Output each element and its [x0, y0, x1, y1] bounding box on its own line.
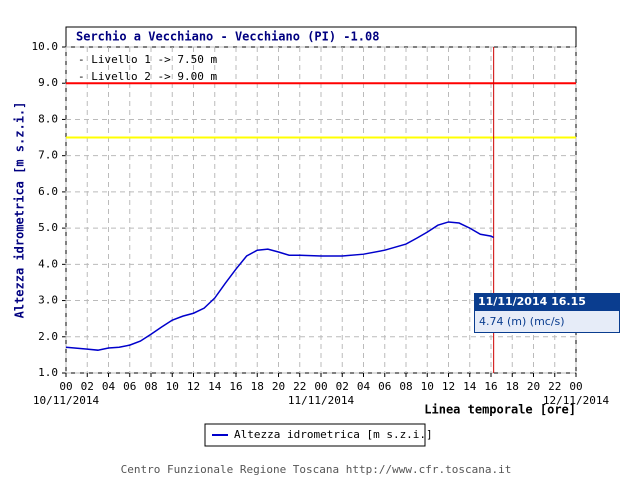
x-tick-label: 00 [59, 380, 72, 393]
y-tick-label: 7.0 [38, 149, 58, 162]
date-label: 10/11/2014 [33, 394, 100, 407]
x-tick-label: 00 [569, 380, 582, 393]
x-tick-label: 04 [102, 380, 116, 393]
x-tick-label: 14 [463, 380, 477, 393]
x-tick-label: 08 [144, 380, 157, 393]
x-tick-label: 14 [208, 380, 222, 393]
date-label: 12/11/2014 [543, 394, 610, 407]
x-tick-label: 20 [527, 380, 540, 393]
x-tick-label: 22 [293, 380, 306, 393]
y-tick-label: 4.0 [38, 257, 58, 270]
x-tick-label: 18 [251, 380, 264, 393]
x-tick-label: 16 [484, 380, 497, 393]
x-tick-label: 06 [378, 380, 391, 393]
y-tick-label: 6.0 [38, 185, 58, 198]
y-tick-label: 9.0 [38, 76, 58, 89]
x-tick-label: 10 [166, 380, 179, 393]
y-tick-label: 1.0 [38, 366, 58, 379]
legend-label: Altezza idrometrica [m s.z.i.] [234, 428, 433, 441]
y-tick-label: 3.0 [38, 294, 58, 307]
x-tick-label: 18 [506, 380, 519, 393]
x-axis-label: Linea temporale [ore] [424, 403, 576, 417]
x-tick-label: 04 [357, 380, 371, 393]
tooltip: 11/11/2014 16.15 4.74 (m) (mc/s) [474, 293, 620, 333]
x-tick-label: 06 [123, 380, 136, 393]
y-axis-label: Altezza idrometrica [m s.z.i.] [13, 102, 27, 319]
tooltip-time: 11/11/2014 16.15 [474, 293, 620, 310]
x-tick-label: 08 [399, 380, 412, 393]
chart-title: Serchio a Vecchiano - Vecchiano (PI) -1.… [76, 30, 379, 44]
footer: Centro Funzionale Regione Toscana http:/… [121, 463, 512, 476]
data-line [65, 221, 495, 351]
y-tick-label: 5.0 [38, 221, 58, 234]
x-tick-label: 00 [314, 380, 327, 393]
date-label: 11/11/2014 [288, 394, 355, 407]
x-tick-label: 02 [336, 380, 349, 393]
x-tick-label: 12 [187, 380, 200, 393]
threshold-label: - Livello 1 -> 7.50 m [78, 53, 217, 66]
legend-box [204, 423, 426, 447]
x-tick-label: 10 [421, 380, 434, 393]
x-tick-label: 12 [442, 380, 455, 393]
x-tick-label: 16 [229, 380, 242, 393]
x-tick-label: 02 [81, 380, 94, 393]
threshold-label: - Livello 2 -> 9.00 m [78, 70, 217, 83]
x-tick-label: 22 [548, 380, 561, 393]
y-tick-label: 10.0 [32, 40, 59, 53]
y-tick-label: 2.0 [38, 330, 58, 343]
tooltip-reading: 4.74 (m) (mc/s) [474, 310, 620, 333]
y-tick-label: 8.0 [38, 112, 58, 125]
x-tick-label: 20 [272, 380, 285, 393]
